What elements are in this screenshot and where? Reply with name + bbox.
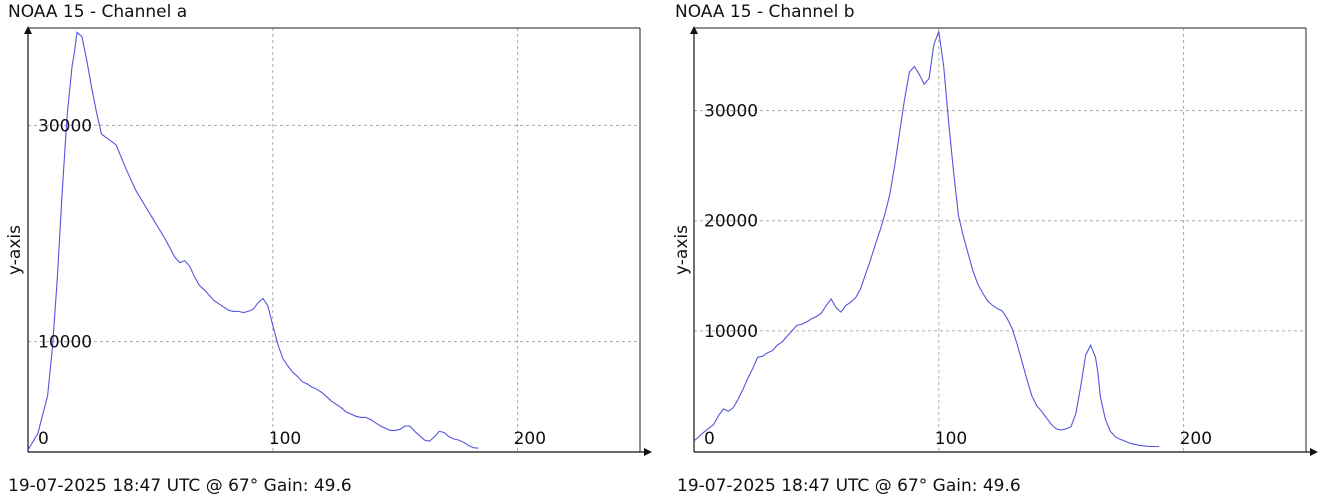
x-tick-label: 0 (704, 429, 715, 449)
series-line (27, 31, 479, 451)
y-tick-label: 10000 (38, 333, 92, 353)
y-axis-label: y-axis (5, 225, 25, 275)
y-tick-label: 30000 (704, 102, 758, 122)
x-tick-label: 200 (1180, 429, 1212, 449)
y-tick-label: 20000 (704, 212, 758, 232)
y-axis-arrow (690, 26, 698, 34)
y-axis-label: y-axis (672, 225, 692, 275)
x-tick-label: 200 (514, 429, 546, 449)
y-axis-arrow (24, 26, 32, 34)
chart-panel-channel-b: NOAA 15 - Channel b 0 100 200 10000 20000 300… (667, 0, 1334, 500)
x-tick-label: 0 (38, 429, 49, 449)
chart-panel-channel-a: NOAA 15 - Channel a 0 100 200 10000 30000 y-a… (5, 2, 652, 496)
y-tick-label: 10000 (704, 322, 758, 342)
x-axis-arrow (1310, 448, 1318, 456)
chart-svg-channel-a: 0 100 200 10000 30000 y-axis (5, 26, 652, 456)
series-line (693, 31, 1160, 448)
x-axis-arrow (644, 448, 652, 456)
x-tick-label: 100 (269, 429, 301, 449)
chart-title: NOAA 15 - Channel a (8, 2, 188, 22)
chart-footer: 19-07-2025 18:47 UTC @ 67° Gain: 49.6 (677, 476, 1021, 496)
chart-svg-channel-b: 0 100 200 10000 20000 30000 y-axis (672, 26, 1318, 456)
y-tick-label: 30000 (38, 116, 92, 136)
chart-title: NOAA 15 - Channel b (675, 2, 855, 22)
chart-footer: 19-07-2025 18:47 UTC @ 67° Gain: 49.6 (8, 476, 352, 496)
x-tick-label: 100 (935, 429, 967, 449)
